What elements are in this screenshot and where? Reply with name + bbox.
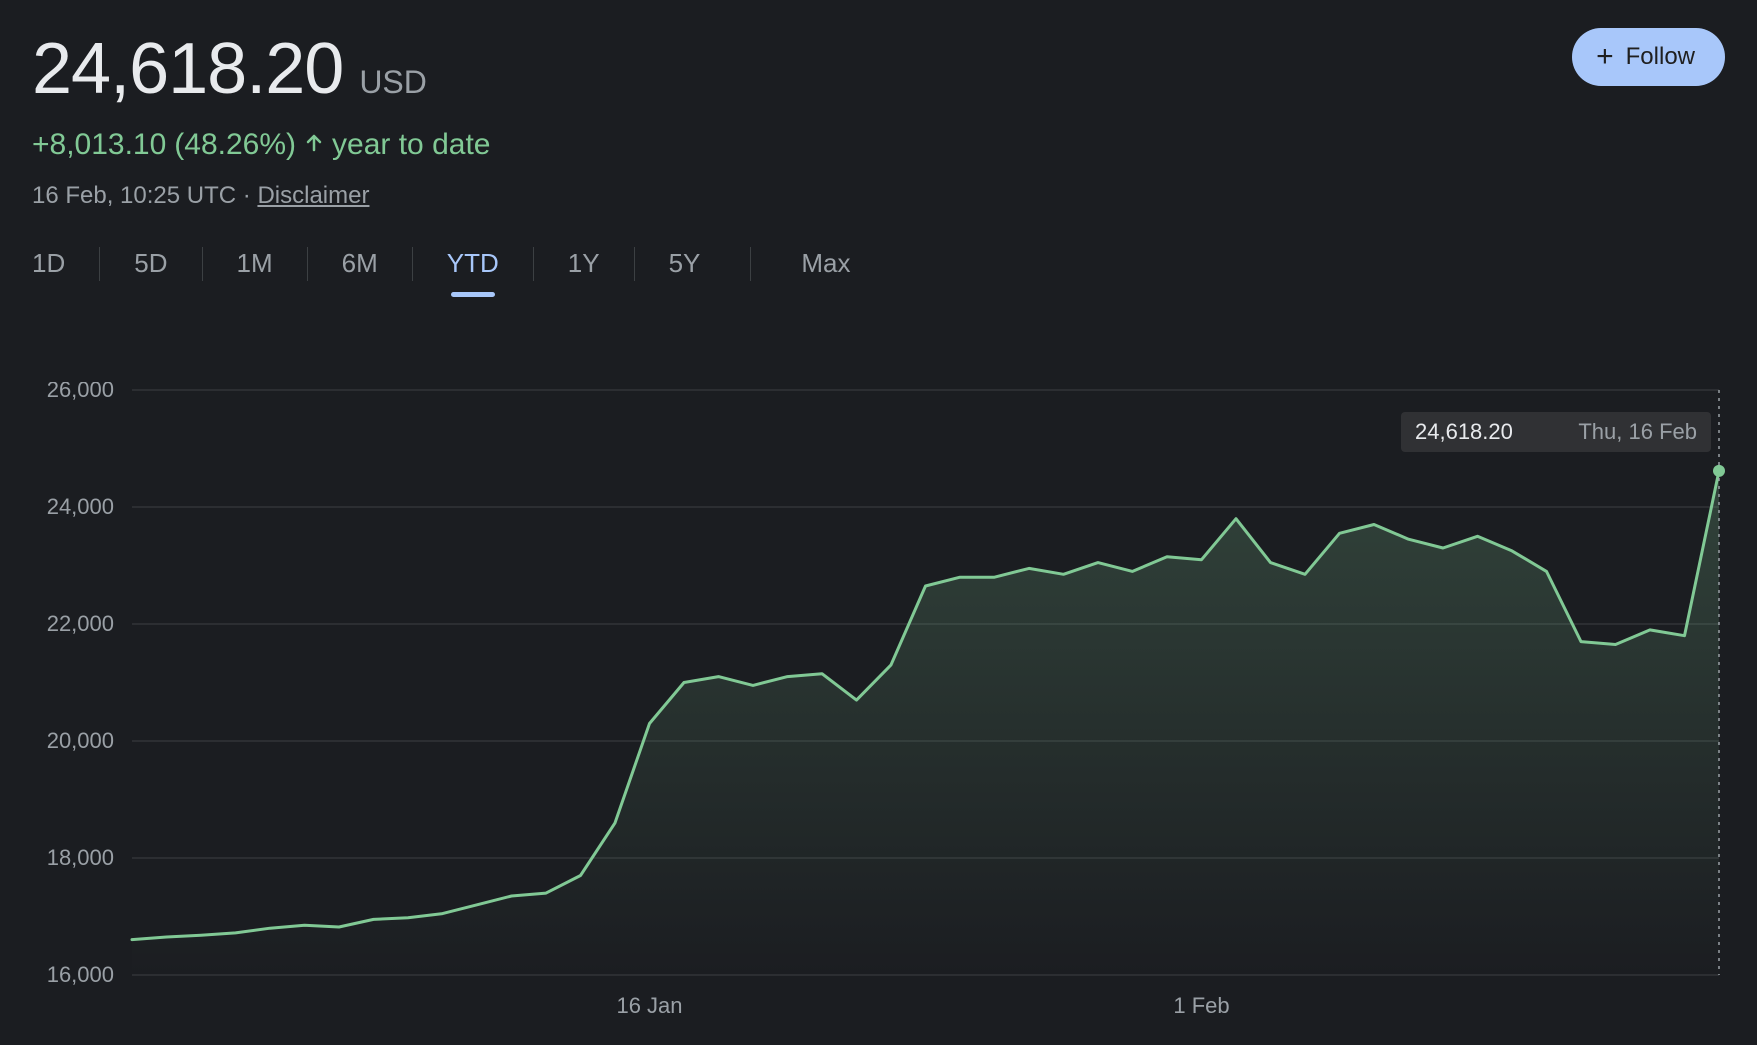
change-absolute: +8,013.10 [32,128,166,162]
svg-text:16 Jan: 16 Jan [616,993,682,1018]
range-tabs: 1D 5D 1M 6M YTD 1Y 5Y Max [32,238,1725,289]
disclaimer-link[interactable]: Disclaimer [257,182,369,209]
arrow-up-icon [304,127,324,161]
tab-ytd[interactable]: YTD [447,238,499,289]
separator: · [243,182,251,209]
change-percent: (48.26%) [174,128,296,162]
svg-text:Thu, 16 Feb: Thu, 16 Feb [1578,419,1697,444]
plus-icon: + [1596,42,1614,72]
tab-1m[interactable]: 1M [237,238,273,289]
price-change: +8,013.10 (48.26%) year to date [32,128,1725,162]
tab-separator [533,247,534,281]
svg-text:24,618.20: 24,618.20 [1415,419,1513,444]
svg-text:26,000: 26,000 [47,382,114,402]
tab-separator [307,247,308,281]
tab-6m[interactable]: 6M [342,238,378,289]
tab-1y[interactable]: 1Y [568,238,600,289]
svg-text:18,000: 18,000 [47,845,114,870]
svg-text:24,000: 24,000 [47,494,114,519]
follow-button[interactable]: + Follow [1572,28,1725,86]
tab-separator [412,247,413,281]
tab-separator [202,247,203,281]
tab-separator [99,247,100,281]
tab-1d[interactable]: 1D [32,238,65,289]
follow-label: Follow [1626,43,1695,71]
price-currency: USD [359,64,427,101]
tab-5y[interactable]: 5Y [669,238,701,289]
svg-text:20,000: 20,000 [47,728,114,753]
timestamp: 16 Feb, 10:25 UTC [32,182,236,209]
price-value: 24,618.20 [32,28,343,110]
tab-5d[interactable]: 5D [134,238,167,289]
tab-separator [750,247,751,281]
change-period: year to date [332,128,490,162]
svg-text:22,000: 22,000 [47,611,114,636]
svg-text:1 Feb: 1 Feb [1173,993,1229,1018]
tab-max[interactable]: Max [801,238,850,289]
price-chart[interactable]: 16,000 18,000 20,000 22,000 24,000 26,000 16 J… [32,382,1725,1025]
svg-text:16,000: 16,000 [47,962,114,987]
tab-separator [634,247,635,281]
